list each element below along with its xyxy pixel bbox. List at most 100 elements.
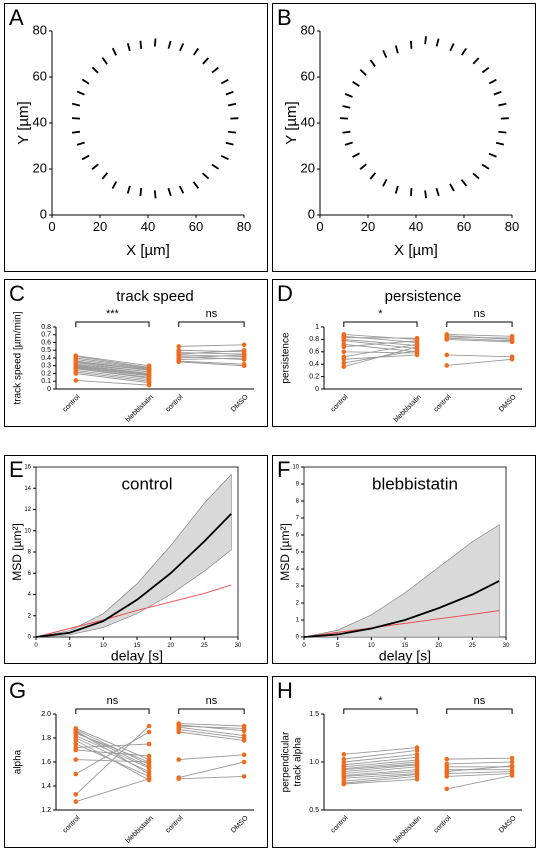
y-axis-label: Y [µm] <box>283 101 300 144</box>
y-tick-label: 0.7 <box>41 332 51 339</box>
pair-line <box>343 343 418 358</box>
pair-line <box>343 769 418 776</box>
point <box>509 755 515 761</box>
track <box>344 141 353 146</box>
y-tick-label: 20 <box>33 160 47 175</box>
track <box>435 38 440 47</box>
track <box>472 172 480 180</box>
point <box>341 338 347 343</box>
track <box>167 40 172 49</box>
point <box>444 352 450 358</box>
y-tick-label: 0.2 <box>41 370 51 377</box>
track <box>192 181 200 189</box>
x-tick-label: 30 <box>235 643 242 649</box>
point <box>176 776 182 782</box>
y-tick-label: 0.6 <box>41 339 51 346</box>
point <box>146 769 152 774</box>
x-tick-label: control <box>433 393 453 413</box>
track <box>352 80 360 87</box>
pair-line <box>343 759 418 768</box>
pair-line <box>446 757 513 760</box>
fit-line <box>35 584 232 638</box>
pair-line <box>178 729 245 739</box>
track <box>225 90 234 96</box>
x-tick-label: 0 <box>48 219 55 234</box>
panel-letter: D <box>277 281 293 306</box>
point <box>509 773 515 778</box>
y-tick-label: 6 <box>296 533 300 539</box>
y-axis-label: MSD [µm²] <box>10 523 24 581</box>
y-axis-label: track speed [µm/min] <box>13 311 24 404</box>
pair-line <box>75 725 150 795</box>
pair-line <box>343 750 418 760</box>
point <box>414 748 420 753</box>
significance-label: ns <box>206 695 218 707</box>
x-tick-label: control <box>330 393 350 413</box>
track <box>81 154 90 161</box>
point <box>146 729 152 735</box>
point <box>241 363 247 369</box>
point <box>146 382 152 388</box>
panel-letter: G <box>9 678 26 703</box>
y-tick-label: 40 <box>301 114 315 129</box>
track <box>76 141 85 146</box>
pair-line <box>178 726 245 737</box>
point <box>73 799 79 804</box>
x-axis-label: X [µm] <box>126 242 170 259</box>
y-axis-label: perpendicular <box>281 731 292 792</box>
y-tick-label: 0.5 <box>41 347 51 354</box>
pair-line <box>75 356 150 368</box>
pair-line <box>75 732 150 763</box>
panel-title: track speed <box>116 288 194 305</box>
panel-frame <box>272 455 536 664</box>
axis-line <box>323 327 522 390</box>
point <box>146 753 152 759</box>
x-tick-label: control <box>62 393 82 413</box>
y-axis-label: Y [µm] <box>15 101 32 144</box>
y-tick-label: 0.3 <box>41 363 51 370</box>
y-tick-label: 0.8 <box>309 336 319 343</box>
point <box>414 338 420 343</box>
pair-line <box>75 731 150 775</box>
x-tick-label: 20 <box>361 219 375 234</box>
x-tick-label: blebbistatin <box>393 815 423 845</box>
x-tick-label: 25 <box>201 643 208 649</box>
track <box>153 190 157 199</box>
y-axis-label: alpha <box>13 749 24 774</box>
track <box>81 78 90 85</box>
y-tick-label: 1.4 <box>41 783 51 790</box>
track <box>344 93 353 98</box>
x-tick-label: 10 <box>100 643 107 649</box>
x-tick-label: 60 <box>457 219 471 234</box>
point <box>241 774 247 779</box>
x-tick-label: 40 <box>141 219 155 234</box>
y-tick-label: 2.0 <box>41 711 51 718</box>
y-tick-label: 10 <box>292 465 299 471</box>
y-tick-label: 0 <box>28 635 32 641</box>
pair-line <box>178 775 245 780</box>
y-tick-label: 14 <box>24 486 31 492</box>
significance-label: * <box>378 308 383 320</box>
pair-line <box>75 363 150 373</box>
x-tick-label: 25 <box>469 643 476 649</box>
x-tick-label: DMSO <box>230 814 250 834</box>
track <box>178 185 185 194</box>
track <box>488 78 497 85</box>
point <box>341 349 347 355</box>
point <box>509 759 515 765</box>
pair-line <box>178 344 245 347</box>
pair-line <box>75 361 150 371</box>
track <box>101 57 108 65</box>
point <box>73 371 79 376</box>
point <box>241 759 247 765</box>
point <box>176 344 182 349</box>
panel-frame <box>4 676 268 848</box>
pair-line <box>343 337 418 339</box>
pair-line <box>75 737 150 773</box>
x-tick-label: 0 <box>34 643 38 649</box>
significance-label: ns <box>206 308 218 320</box>
y-tick-label: 1.6 <box>41 759 51 766</box>
y-tick-label: 10 <box>24 528 31 534</box>
y-tick-label: 0.8 <box>41 324 51 331</box>
y-tick-label: 0 <box>47 386 51 393</box>
